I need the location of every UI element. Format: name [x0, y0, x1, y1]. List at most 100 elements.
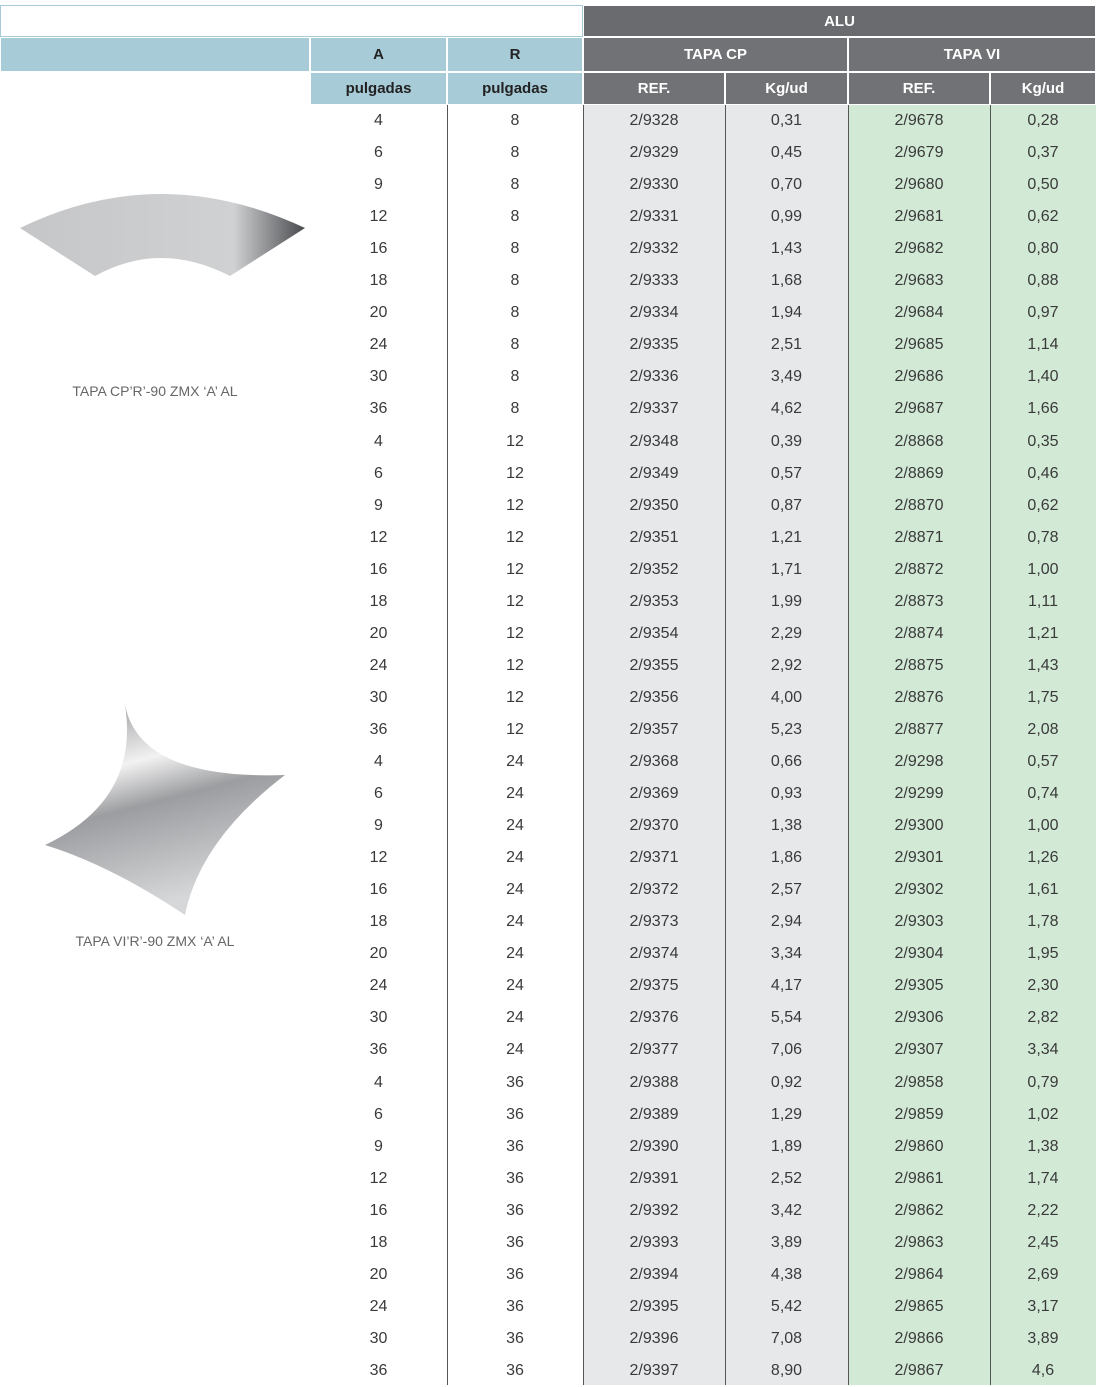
header-blank: [0, 5, 583, 37]
table-cell: 4: [374, 1073, 383, 1091]
table-cell: 2/8877: [894, 720, 944, 738]
table-cell: 24: [506, 849, 524, 867]
table-cell: 7,08: [770, 1329, 803, 1347]
table-cell: 8,90: [770, 1361, 803, 1379]
table-cell: 2/9331: [629, 208, 679, 226]
table-cell: 4: [374, 432, 383, 450]
table-cell: 2/9388: [629, 1073, 679, 1091]
table-cell: 1,89: [770, 1137, 803, 1155]
table-cell: 2/9329: [629, 144, 679, 162]
table-cell: 1,68: [770, 272, 803, 290]
table-cell: 2,22: [1027, 1201, 1059, 1219]
table-cell: 2/9355: [629, 656, 679, 674]
table-cell: 0,74: [1027, 785, 1059, 803]
product-images: [20, 194, 305, 915]
column-bg: [848, 105, 990, 1385]
table-cell: 20: [369, 624, 388, 642]
table-cell: 24: [506, 977, 524, 995]
table-cell: 4,6: [1031, 1361, 1055, 1379]
table-cell: 24: [506, 785, 524, 803]
table-cell: 2/9302: [894, 881, 944, 899]
table-cell: 2/9390: [629, 1137, 679, 1155]
header-group: ALU: [583, 5, 1096, 37]
table-cell: 3,34: [770, 945, 803, 963]
table-cell: 0,87: [770, 496, 803, 514]
table-cell: 16: [369, 560, 388, 578]
table-cell: 12: [506, 656, 524, 674]
table-cell: 36: [506, 1265, 524, 1283]
table-cell: 7,06: [770, 1041, 803, 1059]
table-cell: 2,52: [770, 1169, 803, 1187]
table-cell: 6: [374, 464, 383, 482]
table-cell: 36: [506, 1137, 524, 1155]
table-cell: 24: [506, 753, 524, 771]
table-cell: 2,51: [770, 336, 803, 354]
table-cell: 24: [369, 1297, 388, 1315]
table-cell: 0,37: [1027, 144, 1059, 162]
table-cell: 1,99: [770, 592, 803, 610]
table-cell: 2/9337: [629, 400, 679, 418]
table-cell: 2/9300: [894, 817, 944, 835]
table-cell: 2/9865: [894, 1297, 944, 1315]
table-cell: 2/9376: [629, 1009, 679, 1027]
product-caption: TAPA VI’R’-90 ZMX ‘A’ AL: [75, 933, 235, 949]
table-cell: 2/9377: [629, 1041, 679, 1059]
table-cell: 2/9375: [629, 977, 679, 995]
table-cell: 1,21: [1027, 624, 1059, 642]
table-cell: 5,23: [770, 720, 803, 738]
table-cell: 2/9307: [894, 1041, 944, 1059]
header-subgroup: TAPA CP: [583, 37, 848, 72]
table-cell: 1,29: [770, 1105, 803, 1123]
table-cell: 2/9373: [629, 913, 679, 931]
table-cell: 8: [510, 176, 520, 194]
table-cell: 2/8873: [894, 592, 944, 610]
table-cell: 8: [510, 272, 520, 290]
table-cell: 24: [506, 1041, 524, 1059]
table-cell: 2/9298: [894, 753, 944, 771]
table-cell: 1,94: [770, 304, 803, 322]
table-cell: 3,17: [1027, 1297, 1059, 1315]
table-cell: 1,71: [770, 560, 803, 578]
table-cell: 12: [506, 688, 524, 706]
table-cell: 1,26: [1027, 849, 1059, 867]
table-cell: 24: [369, 336, 388, 354]
table-cell: 1,21: [770, 528, 803, 546]
table-cell: 0,62: [1027, 208, 1059, 226]
table-cell: 0,28: [1027, 112, 1059, 130]
table-cell: 2/9335: [629, 336, 679, 354]
table-cell: 12: [369, 528, 388, 546]
table-cell: 8: [510, 240, 520, 258]
header-column: A: [310, 37, 447, 72]
table-cell: 2/9349: [629, 464, 679, 482]
table-cell: 2/9334: [629, 304, 679, 322]
table-cell: 2/8876: [894, 688, 944, 706]
column-divider: [725, 105, 726, 1385]
table-cell: 1,43: [770, 240, 803, 258]
table-cell: 2,08: [1027, 720, 1059, 738]
table-cell: 2/9391: [629, 1169, 679, 1187]
table-cell: 1,66: [1027, 400, 1059, 418]
table-cell: 36: [506, 1233, 524, 1251]
header-column: R: [447, 37, 583, 72]
table-cell: 24: [506, 817, 524, 835]
table-cell: 36: [369, 400, 388, 418]
table-cell: 4,00: [770, 688, 803, 706]
table-cell: 9: [374, 1137, 383, 1155]
table-cell: 1,61: [1027, 881, 1059, 899]
table-cell: 2/9683: [894, 272, 944, 290]
table-cell: 2/9682: [894, 240, 944, 258]
table-cell: 36: [506, 1201, 524, 1219]
table-cell: 16: [369, 881, 388, 899]
table-cell: 1,11: [1028, 592, 1058, 610]
table-cell: 12: [506, 528, 524, 546]
table-cell: 18: [369, 592, 388, 610]
table-cell: 0,99: [770, 208, 803, 226]
table-cell: 8: [510, 368, 520, 386]
column-divider: [990, 105, 991, 1385]
table-cell: 36: [369, 720, 388, 738]
table-cell: 1,40: [1027, 368, 1059, 386]
table-cell: 0,80: [1027, 240, 1059, 258]
table-cell: 16: [369, 1201, 388, 1219]
column-bg: [990, 105, 1096, 1385]
table-cell: 1,38: [1027, 1137, 1059, 1155]
